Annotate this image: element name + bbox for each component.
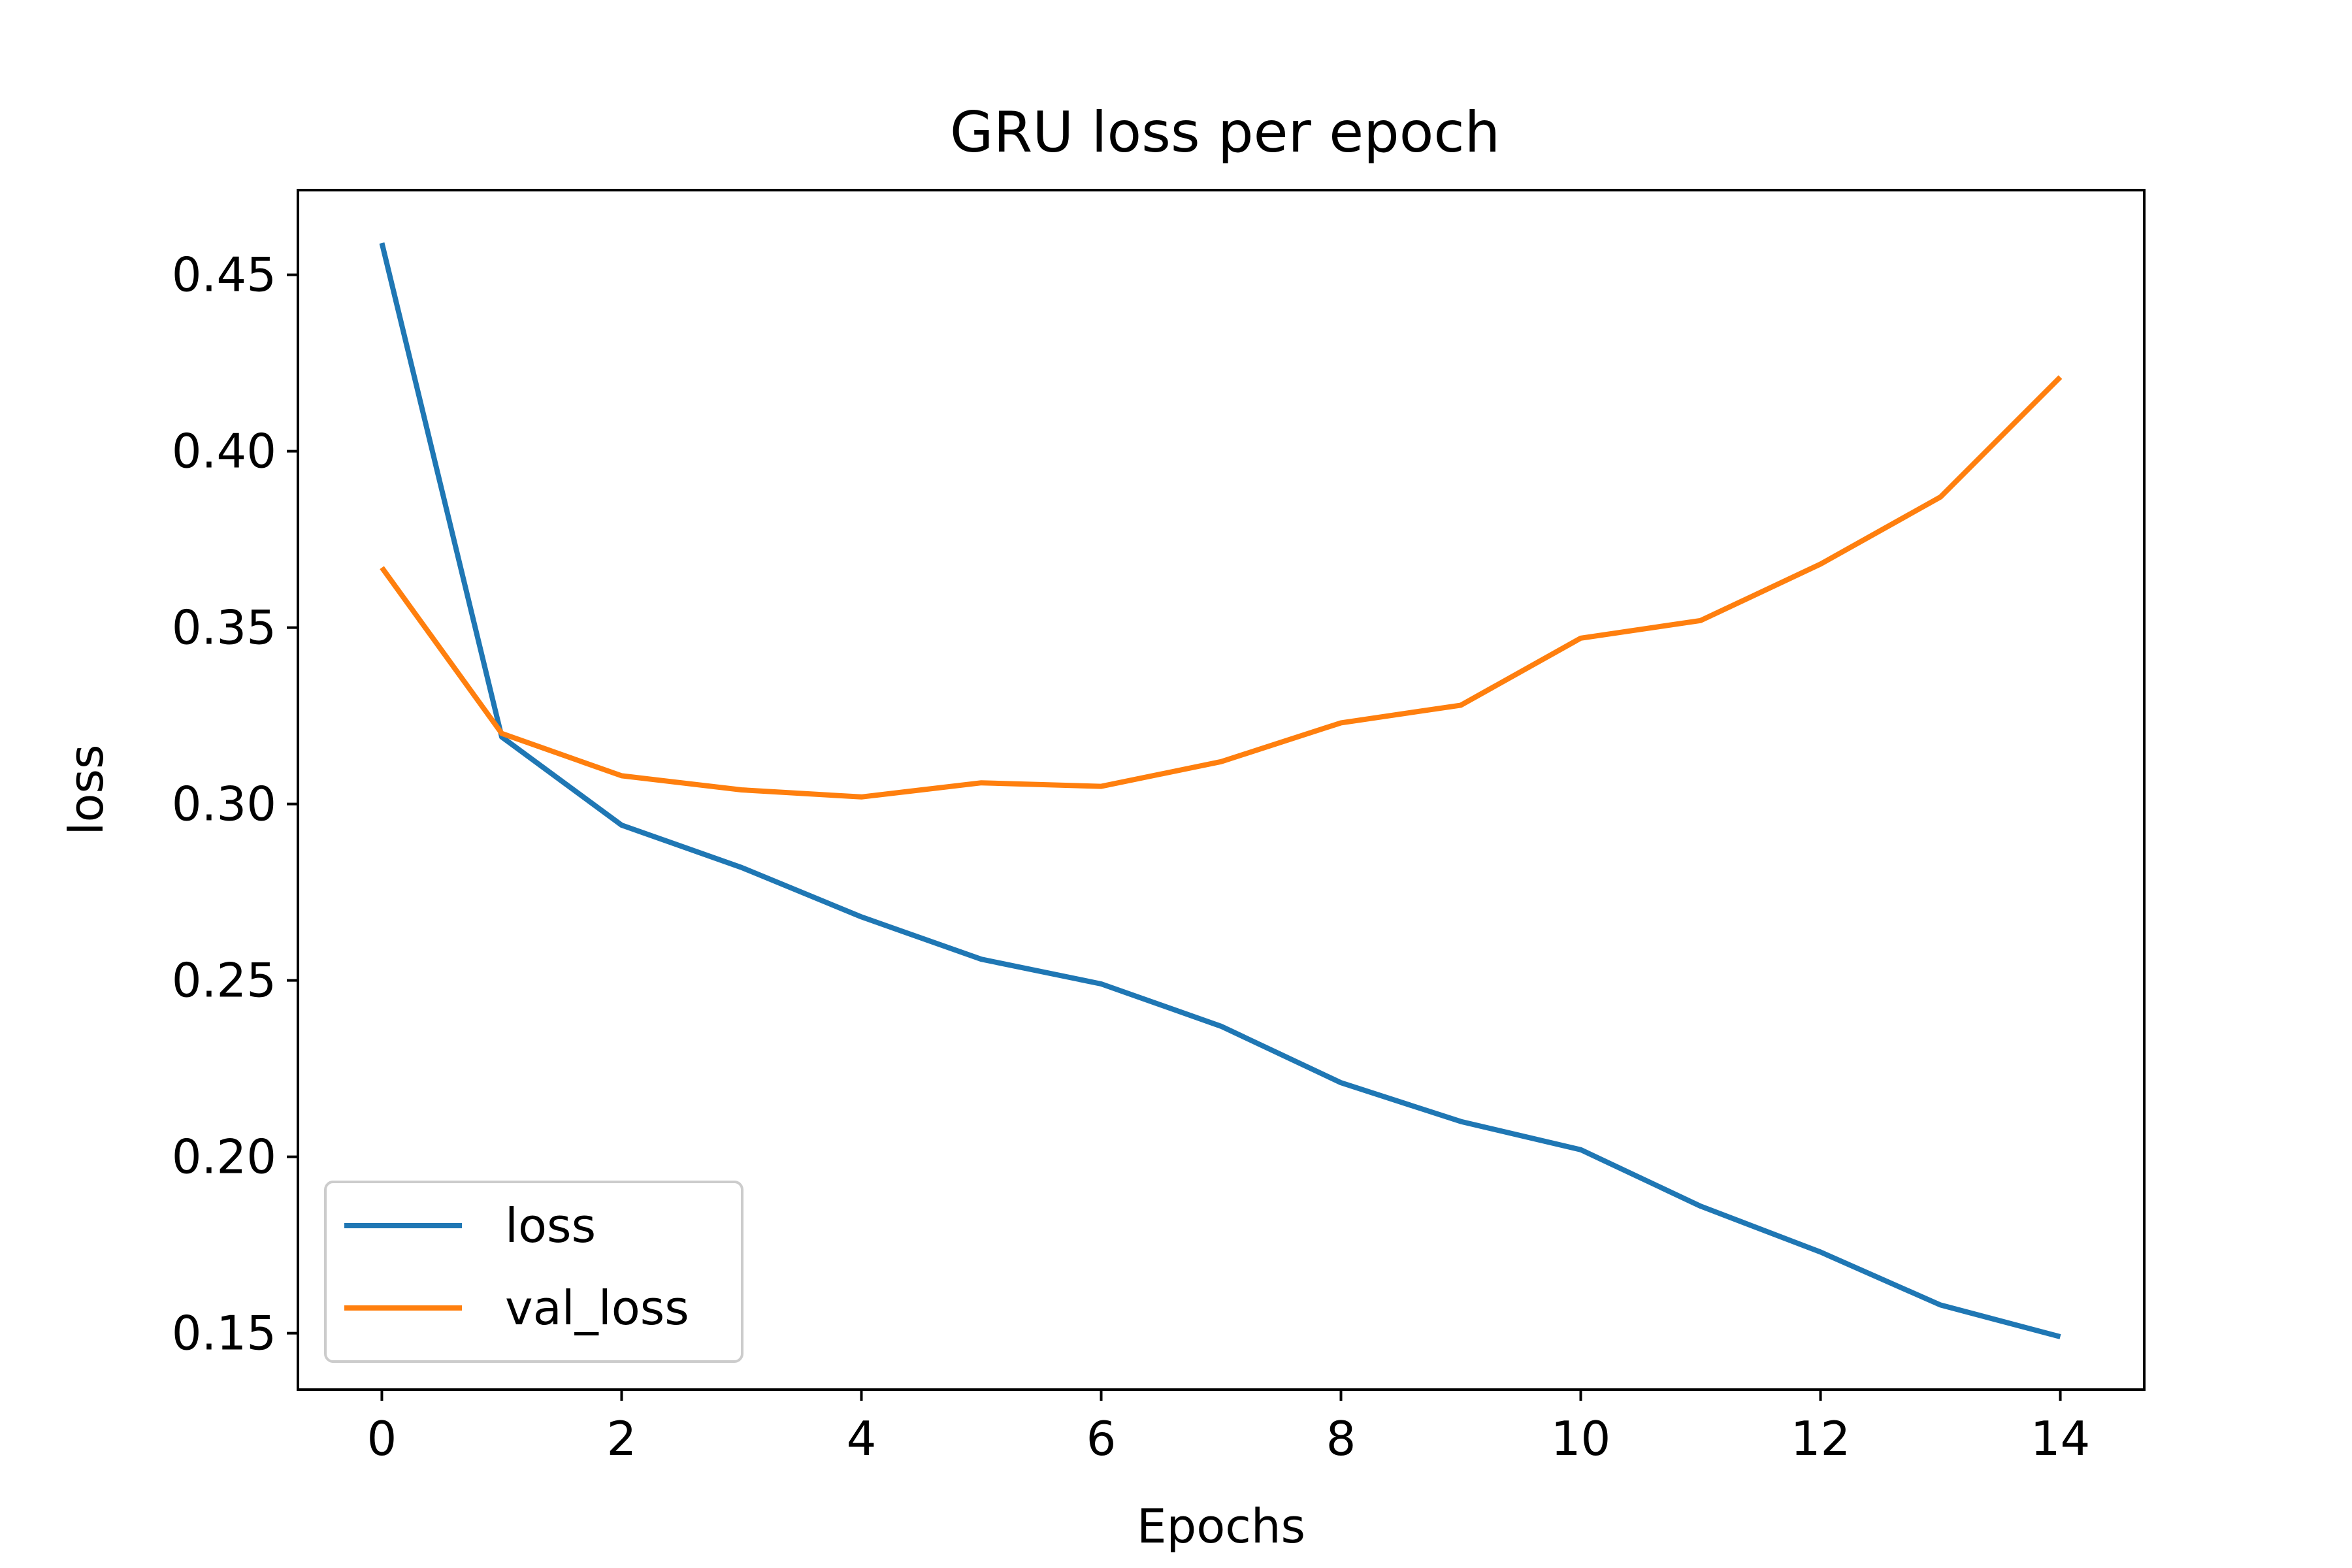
- chart-title: GRU loss per epoch: [950, 100, 1500, 165]
- y-tick-label: 0.25: [172, 953, 276, 1008]
- x-tick-label: 14: [2031, 1411, 2091, 1466]
- x-tick-label: 8: [1326, 1411, 1356, 1466]
- series-line-val_loss: [380, 375, 2063, 800]
- x-tick-label: 4: [847, 1411, 877, 1466]
- legend: loss val_loss: [324, 1181, 743, 1363]
- y-tick-label: 0.20: [172, 1130, 276, 1184]
- x-axis-label: Epochs: [1137, 1499, 1305, 1554]
- x-axis-ticks: 0 2 4 6 8 10 12 14: [367, 1390, 2091, 1466]
- y-tick-label: 0.30: [172, 777, 276, 832]
- series-line-loss: [379, 242, 2061, 1339]
- plot-frame: [297, 189, 2146, 1391]
- y-axis-label: loss: [59, 744, 114, 835]
- y-tick-label: 0.15: [172, 1306, 276, 1361]
- x-tick-label: 2: [607, 1411, 637, 1466]
- legend-label: loss: [505, 1198, 596, 1253]
- x-tick-label: 0: [367, 1411, 397, 1466]
- x-tick-label: 12: [1791, 1411, 1851, 1466]
- series-lines: [379, 242, 2063, 1339]
- legend-label: val_loss: [505, 1281, 689, 1335]
- x-tick-label: 10: [1551, 1411, 1611, 1466]
- y-tick-label: 0.35: [172, 600, 276, 655]
- y-axis-ticks: 0.15 0.20 0.25 0.30 0.35 0.40 0.45: [172, 248, 298, 1361]
- y-tick-label: 0.40: [172, 424, 276, 479]
- y-tick-label: 0.45: [172, 248, 276, 302]
- x-tick-label: 6: [1086, 1411, 1117, 1466]
